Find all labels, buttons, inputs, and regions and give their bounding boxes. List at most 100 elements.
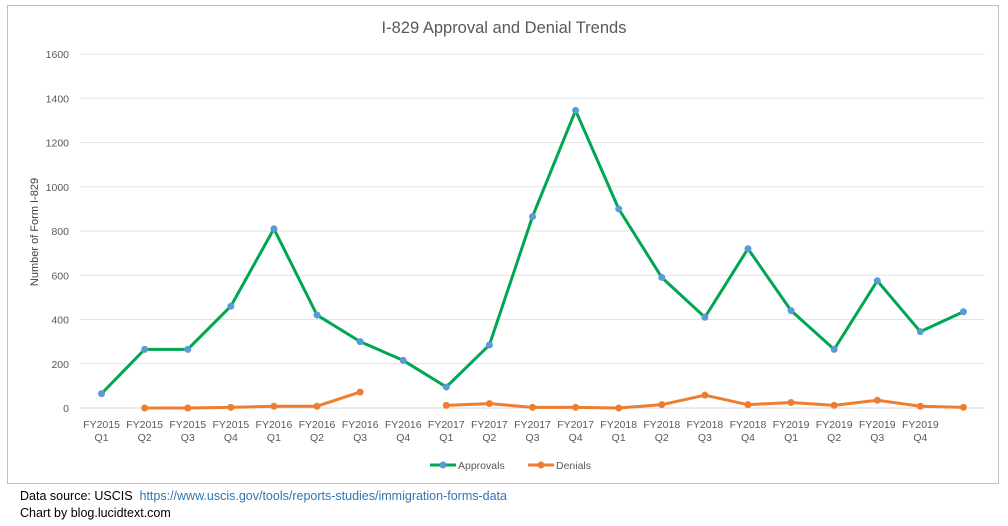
approvals-point bbox=[658, 273, 666, 281]
line-chart: I-829 Approval and Denial Trends Number … bbox=[29, 19, 985, 472]
approvals-point bbox=[184, 345, 192, 353]
x-tick-label: FY2018 bbox=[686, 419, 723, 431]
source-link[interactable]: https://www.uscis.gov/tools/reports-stud… bbox=[139, 489, 508, 503]
x-tick-label: Q3 bbox=[870, 432, 884, 444]
x-tick-label: FY2019 bbox=[773, 419, 810, 431]
y-tick-label: 400 bbox=[51, 315, 69, 327]
source-line: Data source: USCIS https://www.uscis.gov… bbox=[20, 488, 507, 505]
approvals-point bbox=[701, 313, 709, 321]
denials-point bbox=[442, 401, 450, 409]
x-tick-label: Q1 bbox=[95, 432, 109, 444]
denials-point bbox=[916, 402, 924, 410]
x-tick-label: Q2 bbox=[827, 432, 841, 444]
approvals-point bbox=[615, 205, 623, 213]
x-tick-label: FY2015 bbox=[83, 419, 120, 431]
series-layer bbox=[98, 106, 967, 412]
x-tick-label: FY2017 bbox=[557, 419, 594, 431]
denials-point bbox=[701, 391, 709, 399]
approvals-point bbox=[916, 328, 924, 336]
denials-point bbox=[356, 388, 364, 396]
x-tick-label: FY2018 bbox=[730, 419, 767, 431]
denials-point bbox=[744, 401, 752, 409]
x-tick-label: Q3 bbox=[181, 432, 195, 444]
chart-credit: Chart by blog.lucidtext.com bbox=[20, 506, 171, 520]
x-tick-label: FY2018 bbox=[643, 419, 680, 431]
gridlines bbox=[80, 53, 985, 409]
x-tick-label: FY2018 bbox=[600, 419, 637, 431]
y-tick-labels: 0 200 400 600 800 1000 1200 1400 1600 bbox=[46, 49, 70, 415]
denials-point bbox=[787, 398, 795, 406]
x-tick-label: Q1 bbox=[439, 432, 453, 444]
approvals-point bbox=[959, 308, 967, 316]
y-tick-label: 800 bbox=[51, 226, 69, 238]
chart-footer: Data source: USCIS https://www.uscis.gov… bbox=[20, 488, 507, 522]
approvals-point bbox=[485, 341, 493, 349]
x-tick-label: Q2 bbox=[482, 432, 496, 444]
denials-point bbox=[270, 402, 278, 410]
approvals-point bbox=[529, 213, 536, 221]
approvals-point bbox=[572, 106, 580, 114]
y-tick-label: 1000 bbox=[46, 182, 70, 194]
approvals-point bbox=[399, 356, 407, 364]
approvals-point bbox=[830, 345, 838, 353]
x-tick-label: FY2019 bbox=[816, 419, 853, 431]
x-tick-label: FY2015 bbox=[169, 419, 206, 431]
y-tick-label: 1400 bbox=[46, 93, 70, 105]
approvals-point bbox=[787, 307, 795, 315]
x-tick-label: Q1 bbox=[612, 432, 626, 444]
denials-point bbox=[141, 404, 149, 412]
x-tick-label: FY2017 bbox=[514, 419, 551, 431]
denials-point bbox=[658, 401, 666, 409]
y-tick-label: 600 bbox=[51, 270, 69, 282]
approvals-point bbox=[442, 383, 450, 391]
approvals-point bbox=[313, 311, 321, 319]
x-tick-label: FY2017 bbox=[471, 419, 508, 431]
x-tick-label: FY2019 bbox=[902, 419, 939, 431]
approvals-point bbox=[227, 302, 235, 310]
denials-legend-label: Denials bbox=[556, 460, 591, 472]
x-tick-labels: FY2015Q1FY2015Q2FY2015Q3FY2015Q4FY2016Q1… bbox=[83, 419, 939, 444]
x-tick-label: Q2 bbox=[655, 432, 669, 444]
denials-point bbox=[485, 400, 493, 408]
approvals-point bbox=[873, 277, 881, 285]
x-tick-label: FY2015 bbox=[212, 419, 249, 431]
denials-point bbox=[615, 404, 623, 412]
denials-point bbox=[959, 403, 967, 411]
x-tick-label: Q4 bbox=[569, 432, 583, 444]
denials-legend-marker bbox=[537, 461, 545, 469]
approvals-point bbox=[98, 390, 106, 398]
y-tick-label: 1200 bbox=[46, 138, 70, 150]
x-tick-label: FY2016 bbox=[342, 419, 379, 431]
denials-line bbox=[143, 390, 362, 410]
denials-point bbox=[227, 403, 235, 411]
source-label: Data source: USCIS bbox=[20, 489, 133, 503]
x-tick-label: Q4 bbox=[224, 432, 238, 444]
y-tick-label: 1600 bbox=[46, 49, 70, 61]
approvals-legend-marker bbox=[439, 461, 447, 469]
y-tick-label: 0 bbox=[63, 403, 69, 415]
x-tick-label: FY2017 bbox=[428, 419, 465, 431]
denials-point bbox=[572, 403, 580, 411]
denials-point bbox=[184, 404, 192, 412]
x-tick-label: FY2016 bbox=[299, 419, 336, 431]
x-tick-label: Q2 bbox=[138, 432, 152, 444]
approvals-point bbox=[356, 338, 364, 346]
denials-point bbox=[830, 401, 838, 409]
approvals-legend-label: Approvals bbox=[458, 460, 505, 472]
y-tick-label: 200 bbox=[51, 359, 69, 371]
x-tick-label: Q2 bbox=[310, 432, 324, 444]
chart-title: I-829 Approval and Denial Trends bbox=[382, 19, 627, 37]
x-tick-label: Q4 bbox=[913, 432, 927, 444]
legend: Approvals Denials bbox=[430, 460, 591, 472]
denials-point bbox=[873, 396, 881, 404]
x-tick-label: Q1 bbox=[784, 432, 798, 444]
y-axis-label: Number of Form I-829 bbox=[29, 178, 41, 286]
x-tick-label: FY2016 bbox=[385, 419, 422, 431]
x-tick-label: Q3 bbox=[353, 432, 367, 444]
approvals-point bbox=[141, 345, 149, 353]
approvals-point bbox=[270, 225, 278, 233]
denials-point bbox=[529, 403, 536, 411]
x-tick-label: Q3 bbox=[698, 432, 712, 444]
x-tick-label: Q1 bbox=[267, 432, 281, 444]
x-tick-label: Q3 bbox=[525, 432, 539, 444]
